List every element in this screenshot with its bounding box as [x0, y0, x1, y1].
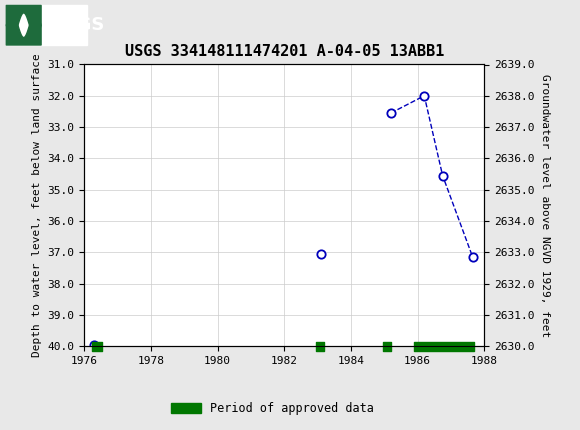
Legend: Period of approved data: Period of approved data: [166, 397, 379, 420]
Title: USGS 334148111474201 A-04-05 13ABB1: USGS 334148111474201 A-04-05 13ABB1: [125, 44, 444, 59]
Text: USGS: USGS: [49, 16, 104, 34]
FancyBboxPatch shape: [6, 5, 87, 45]
Y-axis label: Groundwater level above NGVD 1929, feet: Groundwater level above NGVD 1929, feet: [540, 74, 550, 337]
Y-axis label: Depth to water level, feet below land surface: Depth to water level, feet below land su…: [32, 53, 42, 357]
